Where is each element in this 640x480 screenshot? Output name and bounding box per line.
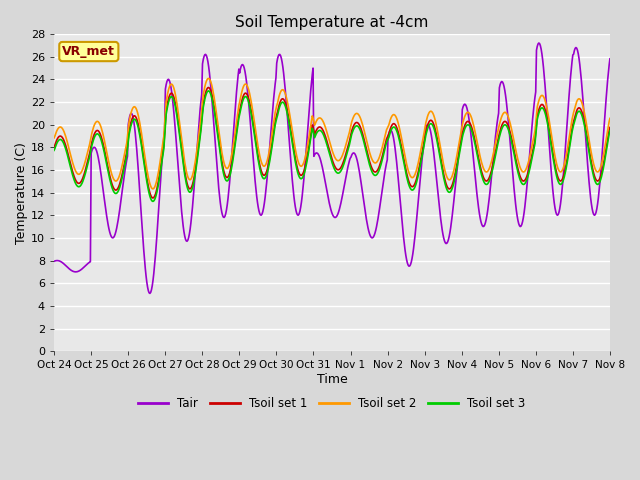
Title: Soil Temperature at -4cm: Soil Temperature at -4cm xyxy=(236,15,429,30)
Y-axis label: Temperature (C): Temperature (C) xyxy=(15,142,28,243)
Text: VR_met: VR_met xyxy=(62,45,115,58)
X-axis label: Time: Time xyxy=(317,373,348,386)
Legend: Tair, Tsoil set 1, Tsoil set 2, Tsoil set 3: Tair, Tsoil set 1, Tsoil set 2, Tsoil se… xyxy=(134,393,531,415)
